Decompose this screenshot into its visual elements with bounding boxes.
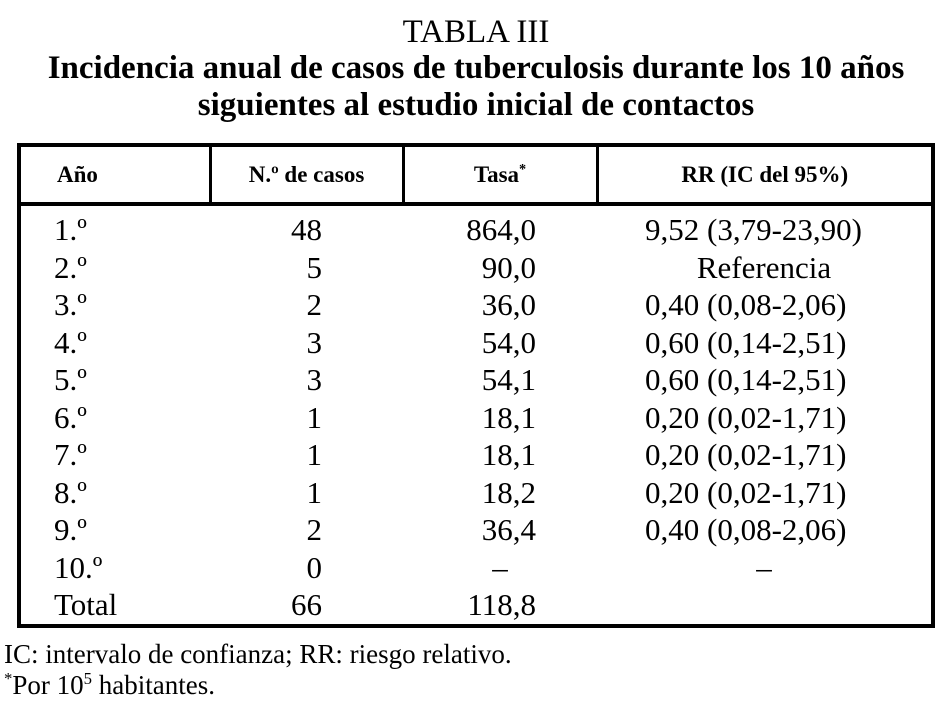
header-row: Año N.º de casos Tasa* RR (IC del 95%) [19, 145, 933, 206]
footnotes: IC: intervalo de confianza; RR: riesgo r… [4, 639, 952, 701]
table-row: 8.º 1 18,2 0,20 (0,02-1,71) [19, 474, 933, 512]
table-body: 1.º 48 864,0 9,52 (3,79-23,90) 2.º 5 90,… [19, 204, 933, 626]
table-row: 2.º 5 90,0 Referencia [19, 249, 933, 287]
cell-rate: 36,4 [481, 512, 536, 547]
header-cases: N.º de casos [208, 145, 403, 206]
footnote-rate: *Por 105 habitantes. [4, 670, 952, 701]
cell-rr: 0,20 (0,02-1,71) [645, 399, 847, 435]
cell-cases: 1 [306, 474, 323, 510]
table-row: 10.º 0 – – [19, 549, 933, 587]
footnote-rate-marker: * [4, 668, 13, 688]
table-row: 7.º 1 18,1 0,20 (0,02-1,71) [19, 436, 933, 474]
cell-year: 6.º [54, 399, 87, 435]
cell-year: 1.º [54, 212, 87, 247]
rate-footnote-marker: * [519, 160, 527, 177]
cell-rr: 0,20 (0,02-1,71) [645, 437, 847, 472]
cell-cases: 5 [306, 249, 323, 285]
cell-rr: 0,60 (0,14-2,51) [645, 362, 847, 397]
table-row: 5.º 3 54,1 0,60 (0,14-2,51) [19, 361, 933, 399]
table-row: 9.º 2 36,4 0,40 (0,08-2,06) [19, 511, 933, 549]
cell-cases: 1 [306, 437, 323, 472]
cell-cases: 3 [306, 362, 323, 397]
header-year: Año [19, 145, 210, 206]
cell-year: 10.º [54, 549, 103, 585]
cell-rr: 0,40 (0,08-2,06) [645, 512, 847, 547]
cell-rate: 36,0 [481, 287, 536, 322]
header-rate: Tasa* [401, 145, 597, 206]
cell-rr: 0,40 (0,08-2,06) [645, 287, 847, 322]
cell-year: 4.º [54, 324, 87, 360]
table-row: 3.º 2 36,0 0,40 (0,08-2,06) [19, 286, 933, 324]
table-row: 1.º 48 864,0 9,52 (3,79-23,90) [19, 204, 933, 249]
table-caption-line-1: Incidencia anual de casos de tuberculosi… [47, 50, 905, 86]
cell-rr: – [756, 549, 772, 585]
header-rate-label: Tasa [473, 161, 520, 187]
cell-year: Total [54, 587, 118, 622]
cell-rate: 18,1 [481, 437, 536, 472]
cell-cases: 2 [306, 287, 323, 322]
table-header: Año N.º de casos Tasa* RR (IC del 95%) [19, 145, 933, 206]
cell-rate: 864,0 [466, 212, 536, 247]
cell-rate: 54,0 [481, 324, 536, 360]
cell-rate: 90,0 [481, 249, 536, 285]
table-row: 6.º 1 18,1 0,20 (0,02-1,71) [19, 399, 933, 437]
cell-cases: 0 [306, 549, 323, 585]
cell-year: 3.º [54, 287, 87, 322]
cell-rate: 18,1 [481, 399, 536, 435]
cell-year: 8.º [54, 474, 87, 510]
table-row-total: Total 66 118,8 [19, 586, 933, 626]
cell-cases: 3 [306, 324, 323, 360]
cell-cases: 1 [306, 399, 323, 435]
footnote-rate-exponent: 5 [83, 668, 93, 688]
footnote-rate-post: habitantes. [92, 669, 215, 700]
cell-cases: 66 [291, 587, 322, 622]
cell-rr [597, 586, 933, 626]
cell-year: 7.º [54, 437, 87, 472]
cell-year: 9.º [54, 512, 87, 547]
footnote-abbreviations: IC: intervalo de confianza; RR: riesgo r… [4, 638, 512, 669]
cell-rate: 18,2 [481, 474, 536, 510]
footnote-rate-pre: Por 10 [12, 669, 84, 700]
cell-rate: – [492, 549, 508, 585]
cell-cases: 48 [291, 212, 322, 247]
incidence-table: Año N.º de casos Tasa* RR (IC del 95%) 1… [17, 143, 935, 628]
cell-rr: Referencia [696, 249, 832, 285]
cell-rr: 0,20 (0,02-1,71) [645, 474, 847, 510]
table-caption-line-2: siguientes al estudio inicial de contact… [197, 87, 755, 123]
cell-year: 2.º [54, 249, 87, 285]
cell-rr: 0,60 (0,14-2,51) [645, 324, 847, 360]
cell-rate: 118,8 [467, 587, 536, 622]
cell-rate: 54,1 [481, 362, 536, 397]
table-row: 4.º 3 54,0 0,60 (0,14-2,51) [19, 324, 933, 362]
table-number-title: TABLA III [402, 14, 550, 50]
cell-cases: 2 [306, 512, 323, 547]
cell-year: 5.º [54, 362, 87, 397]
header-rr: RR (IC del 95%) [595, 145, 933, 206]
cell-rr: 9,52 (3,79-23,90) [645, 212, 862, 247]
